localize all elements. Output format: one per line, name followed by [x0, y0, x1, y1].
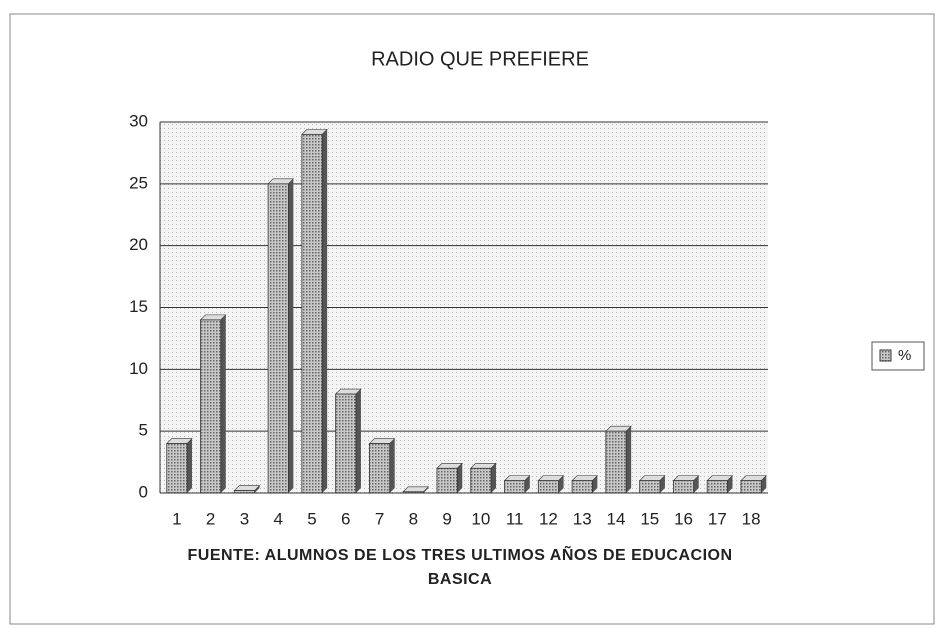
bar-side: [626, 426, 632, 493]
x-tick-label: 11: [506, 509, 524, 528]
bar-front: [436, 467, 458, 494]
bar: [571, 475, 599, 494]
bar-side: [491, 463, 497, 493]
bar: [470, 462, 497, 494]
bar-side: [457, 463, 463, 493]
legend-label: %: [898, 347, 911, 364]
bar-side: [592, 475, 598, 493]
x-tick-label: 8: [409, 509, 418, 528]
bar-side: [693, 475, 699, 493]
bar: [638, 475, 666, 494]
bar-front: [740, 480, 762, 494]
bar: [166, 438, 193, 494]
bar-front: [267, 183, 289, 494]
bar-side: [558, 475, 564, 493]
bar-side: [761, 475, 767, 493]
bar: [537, 475, 565, 494]
bar-side: [322, 129, 328, 493]
bar-side: [727, 475, 733, 493]
chart-border: [9, 13, 935, 625]
x-tick-label: 7: [375, 509, 384, 528]
bar-side: [187, 438, 193, 493]
bar: [301, 129, 328, 494]
bar-front: [470, 467, 492, 494]
bar-side: [355, 389, 361, 493]
x-tick-label: 5: [307, 509, 316, 528]
x-tick-label: 10: [471, 509, 490, 528]
legend-swatch: [879, 349, 892, 362]
x-tick-label: 6: [341, 509, 350, 528]
y-tick-label: 30: [129, 111, 148, 130]
bar-front: [301, 133, 323, 494]
y-tick-label: 5: [139, 421, 148, 440]
bar: [199, 314, 227, 494]
bar-front: [537, 480, 559, 494]
bar: [233, 485, 261, 494]
bar-side: [220, 314, 226, 493]
bar-side: [659, 475, 665, 493]
chart-title: RADIO QUE PREFIERE: [371, 48, 589, 70]
bar: [368, 438, 396, 494]
x-tick-label: 16: [674, 509, 693, 528]
bar-front: [639, 480, 661, 494]
x-tick-label: 3: [240, 509, 249, 528]
bar-side: [288, 178, 294, 494]
bar: [402, 486, 430, 494]
y-tick-label: 10: [129, 359, 148, 378]
x-tick-label: 12: [539, 509, 558, 528]
y-tick-label: 25: [129, 173, 148, 192]
bar-front: [369, 443, 391, 494]
x-tick-label: 13: [573, 509, 592, 528]
y-tick-label: 20: [129, 235, 148, 254]
bar: [605, 425, 632, 494]
bar: [706, 475, 734, 494]
bar-side: [524, 475, 530, 493]
bar: [267, 178, 295, 494]
x-tick-label: 1: [172, 509, 181, 528]
x-tick-label: 4: [273, 509, 282, 528]
bar-front: [504, 480, 526, 494]
bar-front: [673, 480, 695, 494]
bar-front: [200, 319, 222, 494]
bar-side: [389, 438, 395, 493]
x-tick-label: 14: [607, 509, 626, 528]
x-tick-label: 2: [206, 509, 215, 528]
bar: [503, 475, 531, 494]
bar: [740, 475, 767, 494]
bar-front: [605, 430, 627, 494]
y-tick-label: 15: [129, 297, 148, 316]
x-tick-label: 18: [742, 509, 761, 528]
bar-front: [166, 443, 188, 494]
bar: [672, 475, 700, 494]
x-tick-label: 15: [640, 509, 659, 528]
x-tick-label: 9: [442, 509, 451, 528]
bar-front: [571, 480, 593, 494]
y-tick-label: 0: [139, 482, 148, 501]
bar-side: [254, 485, 260, 493]
bar-front: [706, 480, 728, 494]
x-axis-label: FUENTE: ALUMNOS DE LOS TRES ULTIMOS AÑOS…: [187, 547, 733, 588]
bar-front: [335, 393, 357, 494]
x-tick-label: 17: [708, 509, 727, 528]
bar: [436, 462, 463, 494]
bar: [334, 388, 362, 494]
